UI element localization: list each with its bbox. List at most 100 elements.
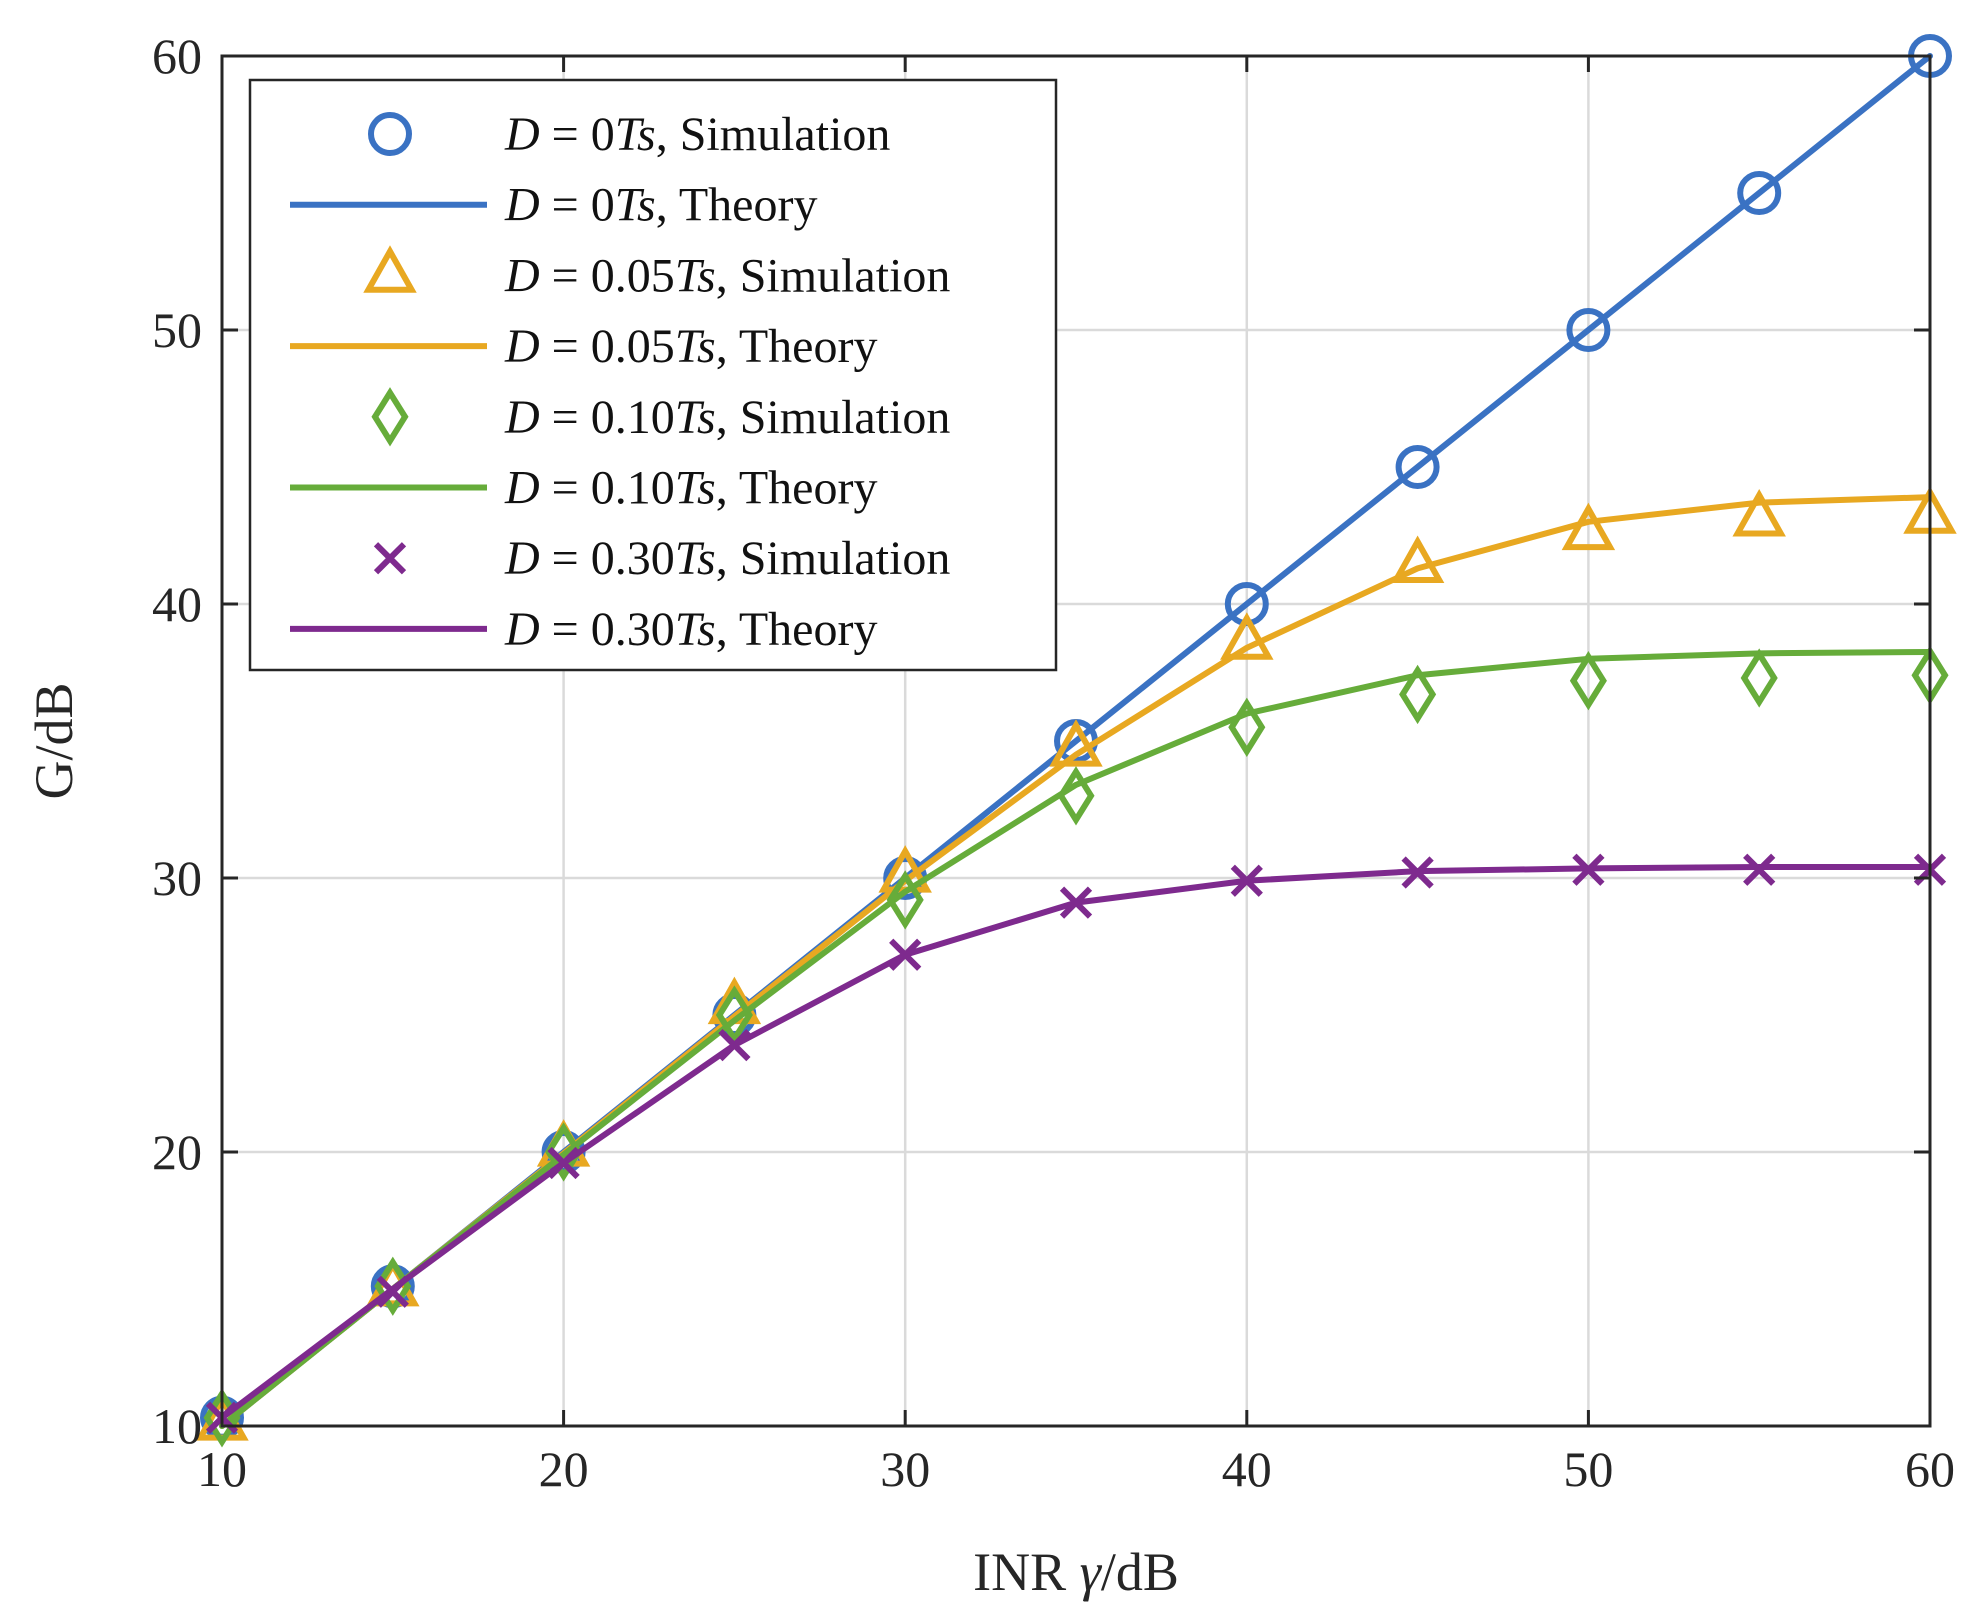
sim-marker-1-9 [1732,488,1786,537]
legend-box [248,78,1058,672]
legend-label-part: , Theory [656,179,818,232]
sim-marker-3-5 [1059,886,1093,919]
legend-label-part: 0 [591,179,615,232]
legend-label-part: 0 [591,108,615,161]
sim-marker-3-1 [376,1275,409,1308]
x-tick-label: 20 [539,1441,589,1497]
legend-label-part: = [540,179,591,232]
legend-label: D = 0Ts, Theory [504,179,817,232]
sim-marker-1-8 [1561,502,1616,551]
legend-label: D = 0Ts, Simulation [504,108,890,161]
legend-label: D = 0.10Ts, Theory [504,462,877,515]
legend-label-part: , Theory [716,462,878,515]
sim-marker-2-6 [1228,697,1266,757]
plot-frame [220,54,1932,1428]
legend-label-part: 0.30 [591,603,675,656]
legend-label: D = 0.05Ts, Theory [504,320,877,373]
legend-label-part: = [540,320,591,373]
legend-marker-2 [371,387,409,447]
legend-label: D = 0.10Ts, Simulation [504,391,950,444]
legend-label-part: 0.30 [591,532,675,585]
legend-label-part: = [540,108,591,161]
legend-label-part: , Theory [716,320,878,373]
legend-label-part: 0.10 [591,462,675,515]
series-3 [205,853,1947,1434]
x-axis-label: INR γ/dB [973,1542,1179,1602]
legend-label-part: D [504,462,540,515]
y-axis-label: G/dB [24,682,84,799]
sim-marker-0-8 [1566,308,1611,352]
legend-marker-0 [368,112,412,156]
series-layer [195,34,1957,1448]
legend-label-part: , Simulation [656,108,891,161]
legend-label-part: D [504,532,540,585]
legend-label-part: Ts [675,603,716,656]
y-tick-label: 60 [152,28,202,84]
sim-marker-2-8 [1569,651,1607,711]
sim-marker-2-5 [1057,766,1095,826]
x-tick-label: 10 [197,1441,247,1497]
legend-label-part: , Theory [716,603,878,656]
x-tick-label: 50 [1563,1441,1613,1497]
legend-label-part: D [504,603,540,656]
legend-label-part: Ts [675,391,716,444]
legend-label: D = 0.30Ts, Theory [504,603,877,656]
sim-marker-2-2 [545,1122,583,1182]
sim-marker-2-3 [715,985,753,1045]
y-tick-label: 30 [152,850,202,906]
legend-label-part: Ts [675,532,716,585]
sim-marker-3-6 [1230,864,1263,897]
legend-label-part: 0.05 [591,320,675,373]
sim-marker-3-9 [1743,853,1776,886]
sim-marker-0-9 [1737,171,1782,215]
y-tick-label: 50 [152,302,202,358]
legend-label-part: D [504,391,540,444]
legend-label-part: Ts [675,320,716,373]
legend-label-part: , Simulation [716,391,951,444]
legend-label-part: 0.05 [591,249,675,302]
legend-label-part: Ts [615,108,656,161]
legend-label-part: Ts [675,249,716,302]
legend-label-part: Ts [615,179,656,232]
legend-label-part: 0.10 [591,391,675,444]
legend-label-part: = [540,603,591,656]
x-tick-label: 30 [880,1441,930,1497]
legend-label-part: = [540,532,591,585]
legend-label-part: D [504,320,540,373]
sim-marker-3-8 [1572,853,1605,886]
legend-label: D = 0.05Ts, Simulation [504,249,950,302]
legend-label: D = 0.30Ts, Simulation [504,532,950,585]
sim-marker-0-7 [1395,445,1440,489]
legend-label-part: = [540,462,591,515]
legend-marker-3 [373,542,407,575]
x-tick-label: 60 [1905,1441,1955,1497]
sim-marker-1-7 [1390,535,1445,584]
tick-labels: 10 20 30 40 50 60 10 20 30 40 50 60 [152,28,1955,1497]
sim-marker-3-3 [718,1029,751,1062]
legend-label-part: = [540,391,591,444]
sim-marker-1-5 [1049,719,1103,767]
sim-marker-3-4 [889,938,922,971]
legend-label-part: D [504,179,540,232]
sim-marker-2-7 [1399,664,1437,725]
ticks [220,54,1932,1428]
legend-label-part: = [540,249,591,302]
y-tick-label: 40 [152,576,202,632]
legend-label-part: , Simulation [716,249,951,302]
sim-marker-3-2 [547,1146,580,1180]
legend-label-part: Ts [675,462,716,515]
sim-marker-2-9 [1740,648,1778,708]
sim-marker-2-4 [886,870,924,930]
legend-label-part: D [504,108,540,161]
sim-marker-3-7 [1401,856,1434,889]
y-tick-label: 20 [152,1124,202,1180]
legend-label-part: , Simulation [716,532,951,585]
x-tick-label: 40 [1222,1441,1272,1497]
theory-line-2 [219,648,1933,1429]
legend-label-part: D [504,249,540,302]
y-tick-label: 10 [152,1398,202,1454]
legend-marker-1 [363,245,417,293]
sim-marker-1-6 [1220,612,1274,660]
